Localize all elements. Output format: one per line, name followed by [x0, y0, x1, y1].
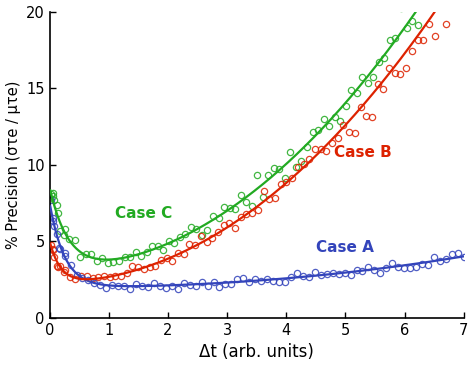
- Y-axis label: % Precision (στe / μτe): % Precision (στe / μτe): [6, 81, 20, 249]
- Text: Case C: Case C: [115, 206, 172, 221]
- X-axis label: Δt (arb. units): Δt (arb. units): [199, 344, 314, 361]
- Text: Case A: Case A: [316, 240, 374, 255]
- Text: Case B: Case B: [334, 145, 392, 160]
